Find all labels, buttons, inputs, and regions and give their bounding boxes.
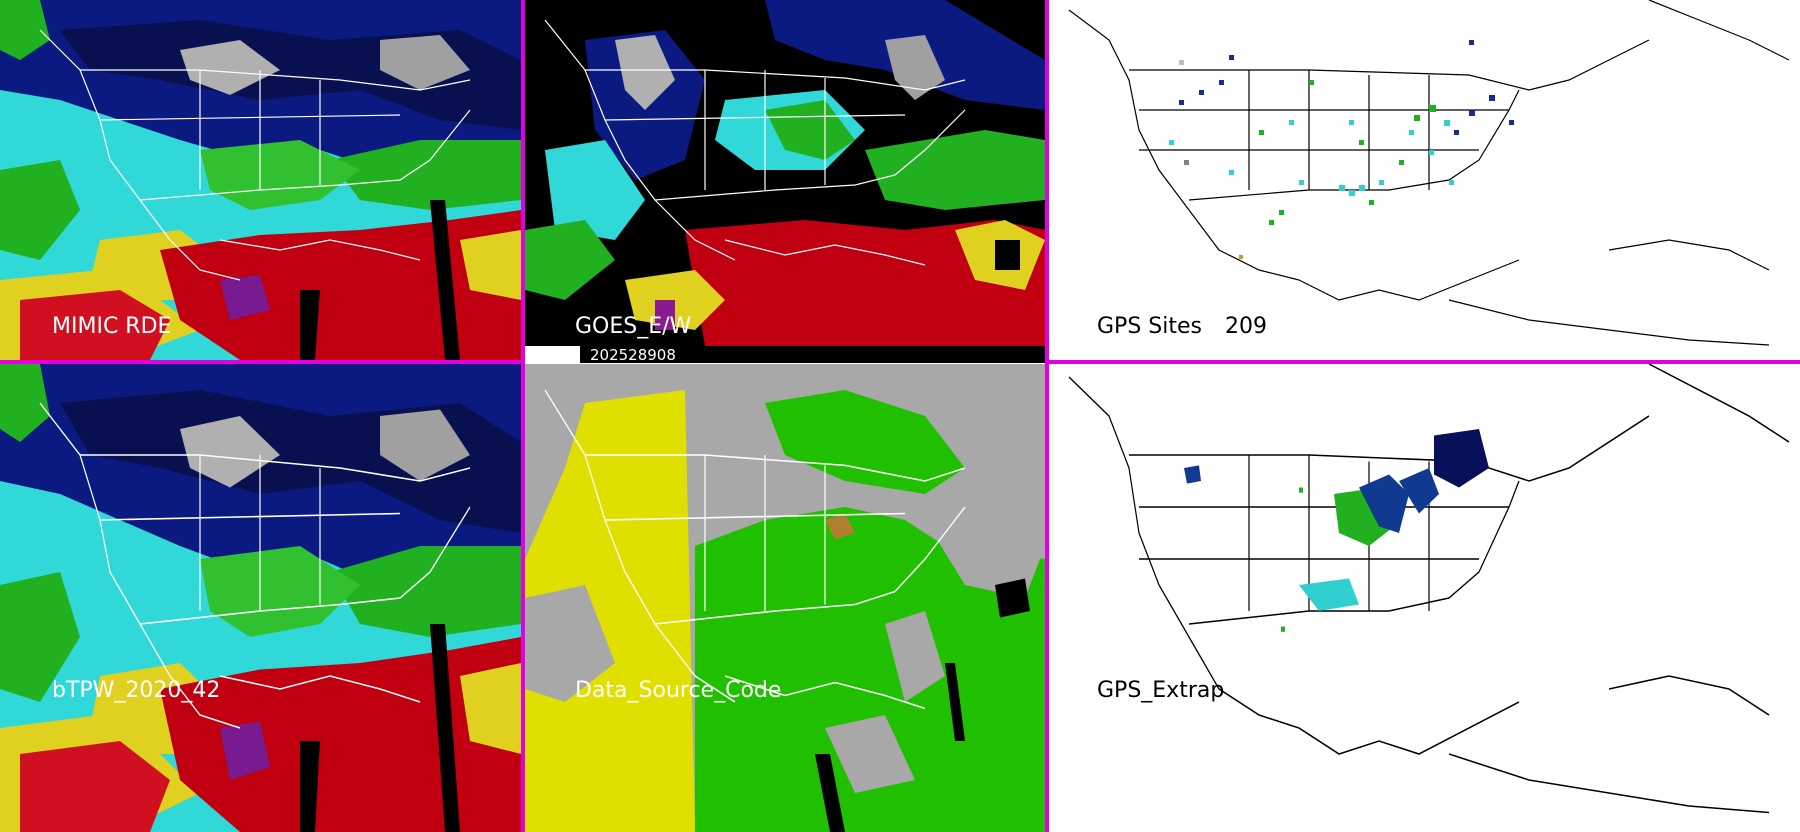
panel-label-gps-sites: GPS Sites <box>1097 314 1202 339</box>
panel-label-mimic-rde: MIMIC RDE <box>52 314 172 339</box>
timestamp-bar: 202528908 <box>580 346 1065 364</box>
gps-site-markers <box>1169 40 1514 259</box>
panel-label-data-source-code: Data_Source_Code <box>575 678 782 703</box>
panel-mimic-rde: MIMIC RDE <box>0 0 521 360</box>
divider-vertical-left <box>521 0 525 832</box>
timestamp-text: 202528908 <box>590 346 676 364</box>
panel-label-goes-ew: GOES_E/W <box>575 314 692 339</box>
panel-gps-sites: GPS Sites 209 <box>1049 0 1800 360</box>
mimic-rde-field <box>0 0 521 360</box>
panel-btpw: bTPW_2020_42 <box>0 364 521 832</box>
btpw-field <box>0 364 521 832</box>
gps-sites-count: 209 <box>1225 314 1267 339</box>
gps-extrap-regions <box>1184 429 1489 632</box>
data-source-field <box>525 364 1045 832</box>
divider-vertical-right <box>1045 0 1049 832</box>
panel-goes-ew: GOES_E/W <box>525 0 1045 346</box>
gps-extrap-map <box>1068 364 1790 814</box>
panel-label-gps-extrap: GPS_Extrap <box>1097 678 1225 703</box>
panel-label-btpw: bTPW_2020_42 <box>52 678 221 703</box>
divider-horizontal-right <box>1049 360 1800 364</box>
gps-sites-map <box>1068 0 1790 346</box>
divider-horizontal-left <box>0 360 521 364</box>
goes-ew-field <box>525 0 1045 346</box>
panel-gps-extrap: GPS_Extrap <box>1049 364 1800 832</box>
panel-data-source-code: Data_Source_Code <box>525 364 1045 832</box>
